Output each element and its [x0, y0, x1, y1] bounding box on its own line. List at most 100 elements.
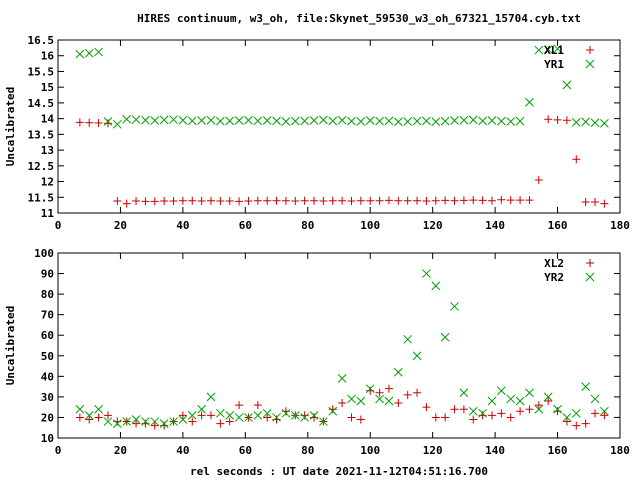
data-point	[403, 117, 413, 126]
x-tick-label: 100	[360, 444, 380, 457]
y-tick-label: 11.5	[28, 191, 55, 204]
x-tick-label: 140	[485, 219, 505, 232]
data-point	[150, 417, 160, 426]
data-point	[412, 351, 422, 361]
data-point	[309, 411, 319, 420]
data-point	[328, 116, 338, 126]
y-axis-label: Uncalibrated	[4, 306, 17, 385]
data-point	[225, 197, 234, 206]
data-point	[431, 413, 440, 422]
data-point	[112, 419, 122, 428]
data-point	[132, 197, 141, 206]
data-point	[571, 408, 581, 418]
data-point	[131, 415, 141, 424]
y-tick-label: 20	[41, 411, 54, 424]
y-tick-label: 12	[41, 176, 54, 189]
data-point	[515, 396, 525, 406]
data-point	[506, 196, 515, 205]
data-point	[197, 411, 206, 420]
data-point	[188, 196, 197, 205]
y-axis-label: Uncalibrated	[4, 87, 17, 166]
data-point	[384, 384, 393, 393]
data-point	[375, 388, 384, 397]
data-point	[516, 407, 525, 416]
data-point	[187, 116, 197, 126]
data-point	[197, 116, 206, 125]
data-point	[393, 117, 403, 127]
data-point	[441, 413, 450, 422]
data-point	[544, 115, 553, 124]
data-point	[422, 197, 431, 206]
data-point	[300, 413, 310, 422]
data-point	[441, 196, 450, 205]
data-point	[581, 197, 590, 206]
data-point	[206, 196, 215, 205]
data-point	[216, 408, 225, 418]
chart-title: HIRES continuum, w3_oh, file:Skynet_5953…	[137, 12, 581, 25]
data-point	[440, 332, 450, 342]
data-point	[216, 197, 225, 206]
x-tick-label: 180	[610, 219, 630, 232]
data-point	[469, 196, 478, 205]
data-point	[384, 116, 394, 126]
data-point	[553, 404, 562, 414]
data-point	[544, 397, 553, 405]
y-tick-label: 40	[41, 370, 54, 383]
data-point	[337, 115, 347, 125]
data-point	[553, 44, 562, 54]
data-point	[160, 197, 169, 206]
legend-marker	[586, 46, 594, 54]
data-point	[141, 419, 150, 428]
data-point	[169, 197, 178, 206]
x-tick-label: 0	[55, 219, 62, 232]
data-point	[281, 117, 291, 126]
data-point	[94, 413, 103, 422]
data-point	[206, 115, 216, 125]
data-point	[422, 269, 431, 278]
series-XL1	[75, 115, 609, 208]
data-point	[113, 197, 122, 206]
data-point	[290, 116, 300, 126]
data-point	[572, 155, 581, 164]
data-point	[384, 196, 393, 205]
plot-frame	[57, 252, 621, 439]
data-point	[188, 417, 197, 426]
y-tick-label: 14.5	[28, 97, 55, 110]
data-point	[450, 196, 459, 205]
data-point	[132, 419, 141, 428]
data-point	[478, 408, 487, 418]
data-point	[600, 406, 609, 416]
data-point	[590, 394, 600, 404]
data-point	[571, 118, 581, 127]
data-point	[440, 116, 450, 126]
x-tick-label: 40	[176, 219, 189, 232]
data-point	[131, 115, 141, 124]
data-point	[600, 119, 609, 128]
data-point	[216, 116, 225, 126]
data-point	[487, 411, 496, 420]
data-point	[84, 48, 94, 58]
data-point	[581, 117, 591, 127]
x-tick-label: 20	[114, 444, 127, 457]
data-point	[169, 417, 178, 426]
data-point	[394, 399, 403, 408]
data-point	[375, 394, 384, 404]
y-tick-label: 13	[41, 144, 54, 157]
data-point	[338, 399, 347, 408]
data-point	[591, 409, 600, 418]
data-point	[272, 116, 281, 126]
data-point	[562, 80, 572, 90]
y-tick-label: 90	[41, 268, 54, 281]
data-point	[253, 116, 263, 126]
y-tick-label: 11	[41, 207, 55, 220]
data-point	[253, 411, 263, 420]
data-point	[365, 384, 375, 394]
data-point	[103, 119, 112, 128]
data-point	[506, 394, 516, 404]
data-point	[422, 403, 431, 412]
data-point	[468, 406, 478, 416]
data-point	[525, 196, 534, 205]
x-axis-label: rel seconds : UT date 2021-11-12T04:51:1…	[190, 465, 488, 478]
data-point	[366, 196, 375, 205]
